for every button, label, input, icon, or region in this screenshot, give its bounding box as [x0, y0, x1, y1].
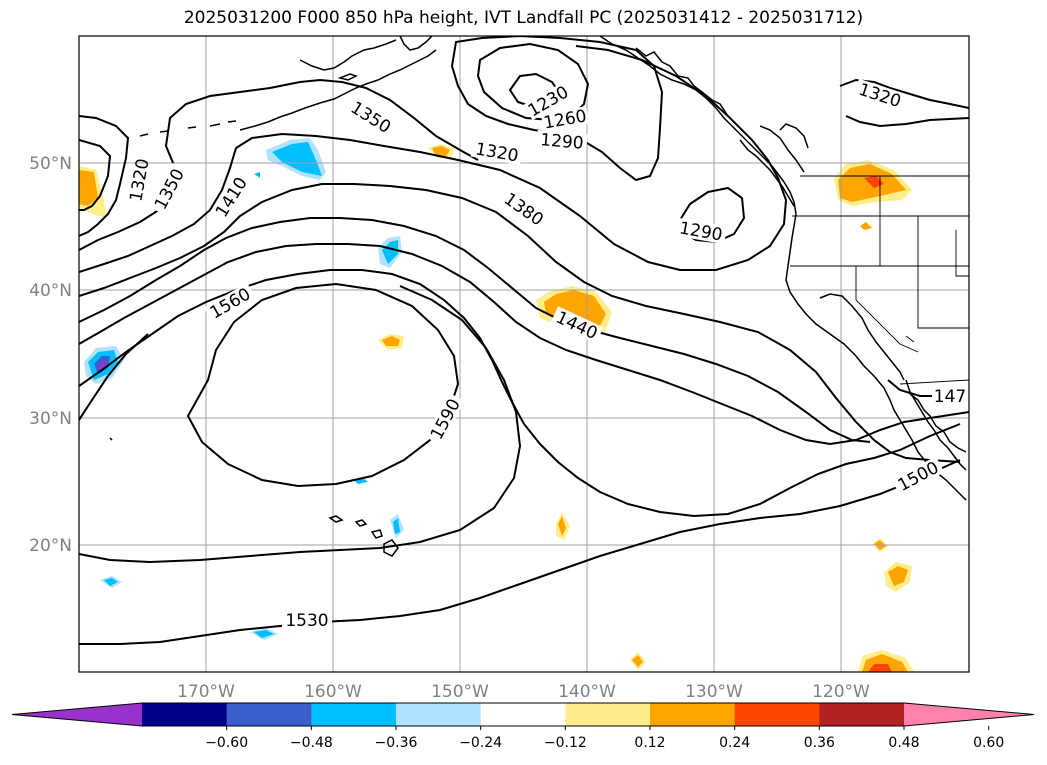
colorbar-bin	[142, 703, 228, 726]
lon-tick-label: 150°W	[431, 682, 489, 702]
colorbar-bin	[734, 703, 820, 726]
positive-anomaly	[888, 566, 908, 586]
coastline	[239, 49, 437, 131]
coastline	[299, 39, 397, 71]
negative-anomaly	[272, 142, 322, 176]
colorbar-bin	[226, 703, 312, 726]
border	[905, 335, 915, 343]
height-contour	[79, 243, 969, 446]
chart-title: 2025031200 F000 850 hPa height, IVT Land…	[183, 8, 864, 28]
positive-anomaly	[79, 170, 98, 206]
colorbar-bin	[396, 703, 482, 726]
colorbar-tick-label: −0.48	[290, 735, 333, 751]
negative-anomaly	[382, 240, 398, 264]
coastline	[599, 36, 797, 215]
colorbar-outline	[11, 702, 1035, 727]
colorbar-tick-label: −0.60	[205, 735, 248, 751]
colorbar-tick-label: 0.36	[804, 735, 835, 751]
colorbar-bin	[565, 703, 651, 726]
height-contour	[79, 139, 112, 211]
colorbar-tick-label: −0.12	[544, 735, 587, 751]
lat-tick-label: 30°N	[29, 409, 72, 429]
colorbar-bin	[311, 703, 397, 726]
colorbar-tick-label: 0.12	[634, 735, 665, 751]
negative-anomaly	[393, 518, 400, 534]
positive-anomaly	[864, 176, 884, 188]
border	[899, 379, 969, 385]
positive-anomaly	[632, 655, 643, 667]
contour-label: 1290	[539, 130, 584, 154]
lat-tick-label: 40°N	[29, 281, 72, 301]
border	[855, 266, 919, 353]
colorbar-bin	[480, 703, 566, 726]
negative-anomaly	[254, 172, 260, 178]
colorbar-tick-label: 0.60	[973, 735, 1004, 751]
coastline	[759, 125, 805, 173]
coastline	[337, 73, 358, 81]
border	[955, 230, 969, 277]
lat-tick-label: 50°N	[29, 154, 72, 174]
coastline	[399, 36, 433, 51]
positive-anomaly	[432, 146, 450, 156]
colorbar-tick-label: 0.48	[888, 735, 919, 751]
height-contour	[79, 269, 961, 518]
lon-tick-label: 120°W	[812, 682, 870, 702]
height-contour	[79, 217, 871, 443]
colorbar: −0.60 −0.48 −0.36 −0.24 −0.12 0.12 0.24 0.36 0.4…	[11, 702, 1035, 751]
lon-tick-label: 160°W	[304, 682, 362, 702]
height-contour	[79, 45, 788, 273]
border	[917, 216, 969, 329]
lon-tick-label: 130°W	[685, 682, 743, 702]
coastline	[779, 123, 809, 149]
colorbar-extend-min	[12, 703, 142, 726]
height-contour	[79, 78, 479, 251]
coastline	[635, 47, 729, 117]
colorbar-bin	[819, 703, 905, 726]
lat-tick-label: 20°N	[29, 536, 72, 556]
height-contour	[79, 115, 130, 237]
height-contour	[79, 183, 961, 463]
lon-tick-label: 140°W	[558, 682, 616, 702]
coastline	[328, 515, 344, 523]
height-contour	[450, 36, 664, 182]
height-contour	[79, 285, 522, 564]
coastline	[383, 539, 399, 557]
contour-label: 1530	[285, 611, 328, 631]
coastline	[139, 120, 237, 137]
colorbar-tick-label: −0.36	[375, 735, 418, 751]
coastline	[909, 393, 967, 453]
height-contour	[79, 333, 149, 421]
colorbar-extend-max	[904, 703, 1034, 726]
coastline	[354, 519, 368, 527]
positive-anomaly	[382, 336, 400, 346]
height-contour	[845, 115, 969, 128]
map-frame	[78, 35, 970, 673]
positive-anomaly	[860, 222, 872, 230]
colorbar-tick-label: −0.24	[459, 735, 502, 751]
colorbar-tick-label: 0.24	[719, 735, 750, 751]
negative-anomaly	[254, 630, 274, 638]
coastline	[739, 139, 795, 207]
colorbar-bin	[650, 703, 736, 726]
lon-tick-label: 170°W	[177, 682, 235, 702]
negative-anomaly	[98, 360, 106, 370]
positive-anomaly	[558, 516, 566, 536]
height-contour	[79, 459, 961, 645]
positive-anomaly	[868, 664, 892, 672]
coastline	[109, 437, 113, 441]
negative-anomaly	[104, 578, 118, 586]
coastline	[370, 529, 383, 539]
coastline	[819, 293, 905, 381]
coastline	[905, 379, 967, 471]
contour-label: 147	[934, 387, 966, 407]
